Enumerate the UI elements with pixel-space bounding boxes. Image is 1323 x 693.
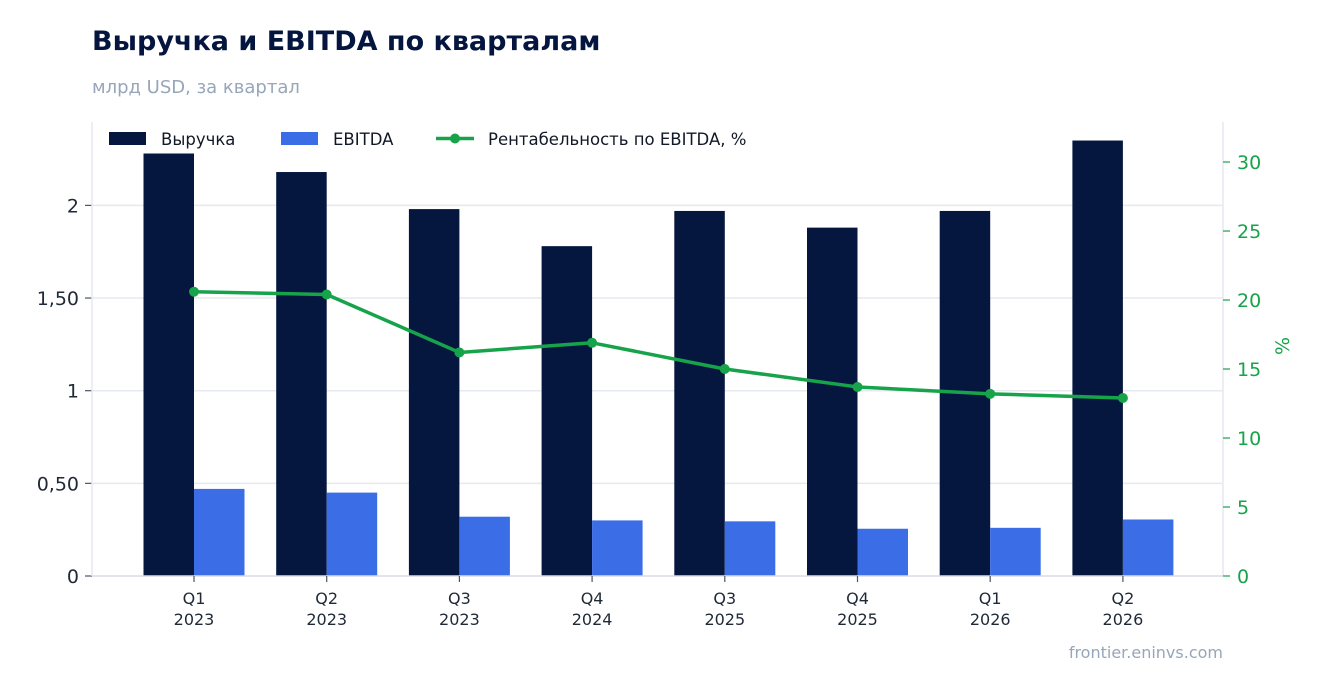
revenue-bar: [674, 210, 725, 576]
y-right-tick-label: 20: [1237, 290, 1261, 312]
margin-point: [587, 337, 598, 348]
y-right-tick-label: 5: [1237, 497, 1249, 519]
y-left-tick-label: 0: [67, 566, 79, 588]
revenue-bar: [807, 227, 858, 576]
x-tick-label-quarter: Q1: [183, 589, 206, 608]
ebitda-bar: [990, 527, 1041, 576]
margin-point: [985, 388, 996, 399]
y-right-tick-label: 25: [1237, 221, 1261, 243]
x-tick-label-year: 2023: [306, 610, 347, 629]
x-tick-label-year: 2026: [1103, 610, 1144, 629]
y-right-tick-label: 0: [1237, 566, 1249, 588]
y-right-axis-title: %: [1272, 337, 1294, 355]
margin-point: [852, 381, 863, 392]
ebitda-bar: [194, 488, 245, 576]
revenue-bar: [541, 246, 593, 577]
x-tick-label-year: 2024: [572, 610, 613, 629]
revenue-bar: [1072, 140, 1123, 576]
y-left-tick-label: 0,50: [37, 473, 79, 495]
ebitda-bar: [1122, 519, 1174, 576]
legend-marker-margin: [450, 133, 460, 144]
margin-point: [321, 289, 332, 300]
y-left-tick-label: 2: [67, 195, 79, 217]
revenue-bar: [276, 172, 327, 576]
x-tick-label-quarter: Q3: [448, 589, 471, 608]
y-left-tick-label: 1: [67, 381, 79, 403]
ebitda-bar: [326, 492, 378, 576]
revenue-bar: [143, 153, 194, 576]
legend-swatch-revenue: [109, 132, 146, 145]
ebitda-bar: [592, 520, 643, 576]
chart-title: Выручка и EBITDA по кварталам: [92, 26, 601, 57]
x-tick-label-year: 2023: [174, 610, 215, 629]
margin-point: [1117, 392, 1128, 403]
axes: 00,5011,502051015202530%Q12023Q22023Q320…: [37, 122, 1294, 629]
y-left-tick-label: 1,50: [37, 288, 79, 310]
legend-label-margin: Рентабельность по EBITDA, %: [488, 130, 746, 149]
margin-polyline: [193, 289, 1123, 400]
x-tick-label-quarter: Q1: [979, 589, 1002, 608]
margin-point: [454, 347, 465, 358]
legend-label-revenue: Выручка: [161, 130, 235, 149]
bars: [143, 140, 1174, 577]
x-tick-label-quarter: Q4: [581, 589, 604, 608]
legend: Выручка EBITDA Рентабельность по EBITDA, %: [109, 130, 746, 149]
ebitda-bar: [857, 528, 908, 576]
x-tick-label-year: 2025: [704, 610, 745, 629]
x-tick-label-year: 2025: [837, 610, 878, 629]
x-tick-label-quarter: Q2: [315, 589, 338, 608]
margin-point: [189, 286, 199, 297]
x-tick-label-year: 2023: [439, 610, 480, 629]
gridlines: [92, 204, 1223, 485]
y-right-tick-label: 15: [1237, 359, 1261, 381]
x-tick-label-quarter: Q2: [1112, 589, 1135, 608]
x-tick-label-quarter: Q3: [713, 589, 736, 608]
revenue-bar: [408, 209, 460, 576]
chart-subtitle: млрд USD, за квартал: [92, 77, 300, 98]
y-right-tick-label: 10: [1237, 428, 1261, 450]
x-tick-label-year: 2026: [970, 610, 1011, 629]
legend-swatch-ebitda: [281, 132, 318, 145]
x-tick-label-quarter: Q4: [846, 589, 869, 608]
source-credit: frontier.eninvs.com: [1068, 643, 1223, 662]
margin-point: [719, 364, 730, 375]
margin-line: [189, 286, 1128, 403]
legend-label-ebitda: EBITDA: [333, 130, 394, 149]
ebitda-bar: [724, 521, 776, 576]
y-right-tick-label: 30: [1237, 152, 1261, 174]
ebitda-bar: [459, 516, 510, 576]
